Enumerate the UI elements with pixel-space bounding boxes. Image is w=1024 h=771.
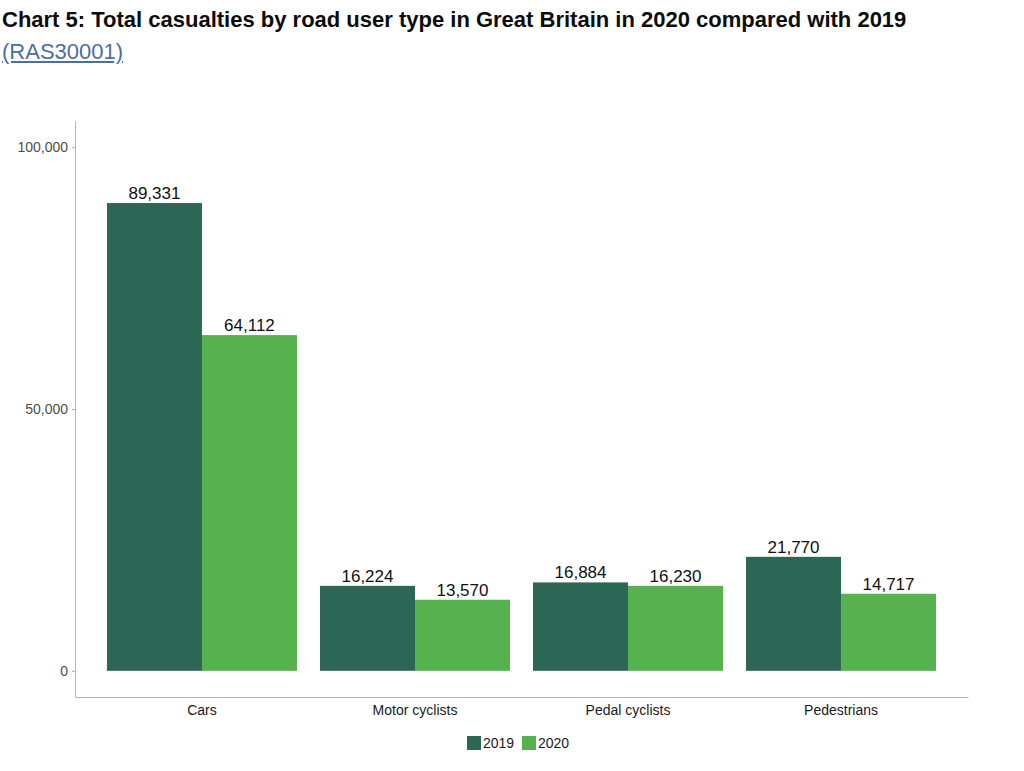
y-tick-label: 0	[60, 663, 68, 679]
x-axis-line	[76, 697, 969, 698]
x-tick: Cars	[187, 697, 217, 718]
data-label: 14,717	[863, 575, 915, 594]
x-tick: Motor cyclists	[373, 697, 458, 718]
legend-label: 2020	[538, 735, 569, 751]
y-tick-label: 100,000	[17, 139, 68, 155]
x-tick-label: Motor cyclists	[373, 702, 458, 718]
y-axis-line	[75, 122, 76, 698]
y-tick: 0	[60, 663, 75, 679]
bar	[320, 586, 415, 671]
y-tick-label: 50,000	[25, 401, 68, 417]
data-label: 16,884	[555, 563, 607, 582]
x-tick-label: Pedal cyclists	[586, 702, 671, 718]
chart: 89,331 16,224 16,884 21,770 64,112 13,570 16,2…	[0, 0, 1024, 771]
legend: 2019 2020	[467, 735, 569, 751]
bars	[107, 203, 936, 671]
bar	[415, 600, 510, 671]
data-label: 64,112	[224, 316, 275, 335]
x-tick: Pedestrians	[804, 697, 878, 718]
data-label: 21,770	[768, 538, 820, 557]
bar	[107, 203, 202, 671]
y-tick-mark	[72, 671, 75, 672]
y-tick: 100,000	[17, 139, 75, 155]
bar	[533, 582, 628, 670]
chart-title: Chart 5: Total casualties by road user t…	[2, 4, 992, 68]
y-tick: 50,000	[25, 401, 75, 417]
y-tick-mark	[72, 147, 75, 148]
bar	[628, 586, 723, 671]
bar	[841, 594, 936, 671]
x-tick-label: Pedestrians	[804, 702, 878, 718]
legend-label: 2019	[483, 735, 514, 751]
title-text: Chart 5: Total casualties by road user t…	[2, 7, 906, 32]
data-label: 16,230	[650, 567, 702, 586]
bar	[202, 335, 297, 671]
data-label: 13,570	[436, 581, 488, 600]
title-link[interactable]: (RAS30001)	[2, 39, 123, 64]
bar	[746, 557, 841, 671]
y-tick-mark	[72, 409, 75, 410]
x-tick-label: Cars	[187, 702, 217, 718]
y-axis: 0 50,000 100,000	[17, 122, 75, 698]
data-label: 16,224	[341, 567, 393, 586]
x-axis: Cars Motor cyclists Pedal cyclists Pedestri…	[76, 697, 969, 718]
x-tick: Pedal cyclists	[586, 697, 671, 718]
data-labels: 89,331 16,224 16,884 21,770 64,112 13,570 16,2…	[128, 184, 914, 600]
data-label: 89,331	[128, 184, 180, 203]
legend-swatch	[522, 736, 536, 750]
legend-swatch	[467, 736, 481, 750]
